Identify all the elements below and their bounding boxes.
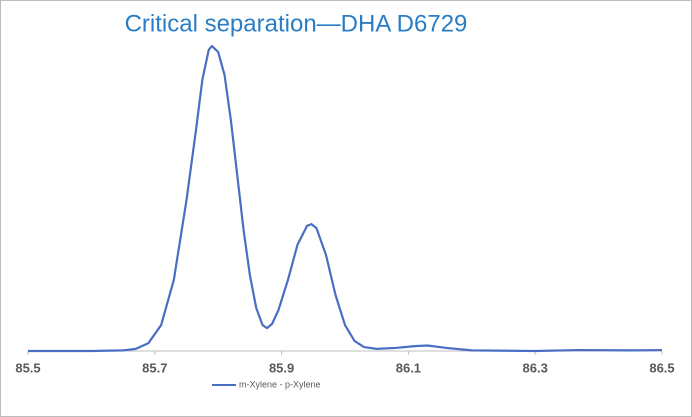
x-tick-label: 86.5 (649, 360, 674, 375)
x-tick-label: 85.5 (15, 360, 40, 375)
series-line (28, 44, 663, 353)
x-tick-label: 86.1 (396, 360, 421, 375)
x-tick-label: 85.9 (269, 360, 294, 375)
x-tick-label: 86.3 (523, 360, 548, 375)
legend-label: m-Xylene - p-Xylene (239, 379, 321, 389)
chart-title: Critical separation—DHA D6729 (125, 10, 468, 37)
x-tick-label: 85.7 (142, 360, 167, 375)
